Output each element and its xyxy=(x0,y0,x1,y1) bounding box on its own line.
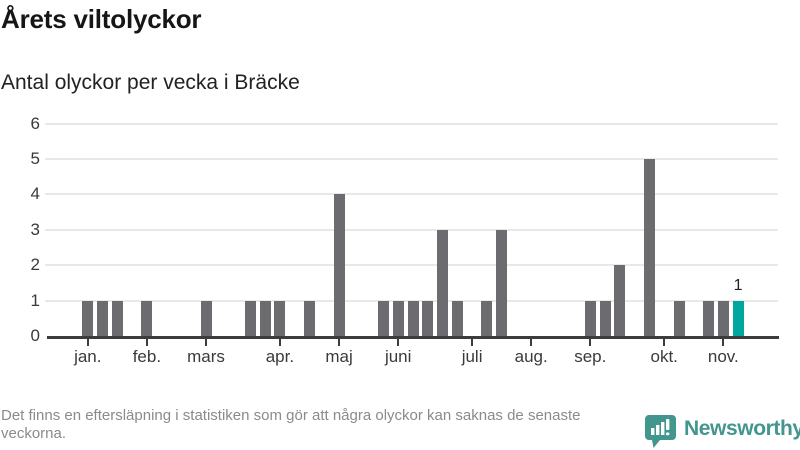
newsworthy-logo-icon xyxy=(645,415,676,448)
gridline xyxy=(45,193,778,196)
y-tick-label: 3 xyxy=(30,219,40,239)
page-title: Årets viltolyckor xyxy=(1,4,202,34)
x-tick xyxy=(722,338,725,346)
x-tick xyxy=(663,338,666,346)
gridline xyxy=(45,264,778,267)
logo-exclamation-dot xyxy=(666,432,670,436)
bar xyxy=(259,300,271,336)
gridline xyxy=(45,158,778,160)
footer-note: Det finns en eftersläpning i statistiken… xyxy=(1,407,581,442)
gridline xyxy=(45,122,778,125)
y-tick-label: 1 xyxy=(30,290,40,310)
y-tick-label: 6 xyxy=(30,113,40,133)
y-tick-label: 2 xyxy=(30,255,40,275)
bar xyxy=(614,265,626,336)
bar-value-label: 1 xyxy=(733,276,743,294)
bar xyxy=(244,300,256,336)
x-tick xyxy=(145,338,148,346)
x-tick xyxy=(278,338,281,346)
x-axis-line xyxy=(47,336,779,339)
bar xyxy=(407,300,419,336)
x-tick-label: mars xyxy=(187,347,225,366)
gridline xyxy=(45,228,778,231)
x-tick xyxy=(471,338,474,346)
x-tick-label: sep. xyxy=(574,347,607,366)
chart-subtitle: Antal olyckor per vecka i Bräcke xyxy=(1,71,300,94)
x-tick xyxy=(530,338,533,346)
bar xyxy=(111,300,123,336)
bar xyxy=(274,300,286,336)
bar xyxy=(717,300,729,336)
x-tick xyxy=(589,338,592,346)
bar xyxy=(304,300,315,336)
x-tick-label: feb. xyxy=(132,347,162,366)
x-tick-label: maj xyxy=(325,347,353,366)
bar xyxy=(200,300,212,336)
bar xyxy=(392,300,404,336)
x-tick-label: apr. xyxy=(265,347,295,366)
bar xyxy=(584,300,596,336)
bar xyxy=(437,229,448,336)
bar xyxy=(422,300,434,336)
bar xyxy=(82,300,94,336)
logo-bar-2 xyxy=(656,425,660,435)
logo-bar-1 xyxy=(651,428,655,435)
logo-exclamation-stem xyxy=(666,419,670,430)
x-tick-label: juni xyxy=(384,347,412,366)
bar xyxy=(481,300,493,336)
bar-chart: 0 1 2 3 4 5 6 1 jan. feb. mars apr. maj juni juli aug. s… xyxy=(30,113,779,366)
bar xyxy=(333,194,345,336)
newsworthy-logo: Newsworthy xyxy=(644,414,800,448)
bar xyxy=(451,300,463,336)
x-tick xyxy=(205,338,207,346)
x-tick-label: jan. xyxy=(74,347,102,366)
x-tick-label: juli xyxy=(461,347,483,366)
logo-bar-3 xyxy=(661,422,665,435)
y-tick-label: 4 xyxy=(30,184,40,204)
x-tick xyxy=(338,338,341,346)
y-tick-label: 0 xyxy=(30,326,40,345)
bar xyxy=(673,300,685,336)
bar xyxy=(496,229,508,336)
bar xyxy=(97,300,109,336)
x-tick-label: okt. xyxy=(650,347,678,366)
bar xyxy=(643,159,655,336)
x-tick xyxy=(86,338,89,346)
x-tick xyxy=(397,338,400,346)
x-tick-label: aug. xyxy=(514,347,548,366)
bar xyxy=(732,300,744,336)
bar xyxy=(703,300,715,336)
bar xyxy=(599,300,611,336)
x-tick-label: nov. xyxy=(707,347,739,366)
bar xyxy=(141,300,153,336)
y-tick-label: 5 xyxy=(30,149,40,168)
bar xyxy=(377,300,389,336)
newsworthy-wordmark: Newsworthy xyxy=(684,417,800,440)
